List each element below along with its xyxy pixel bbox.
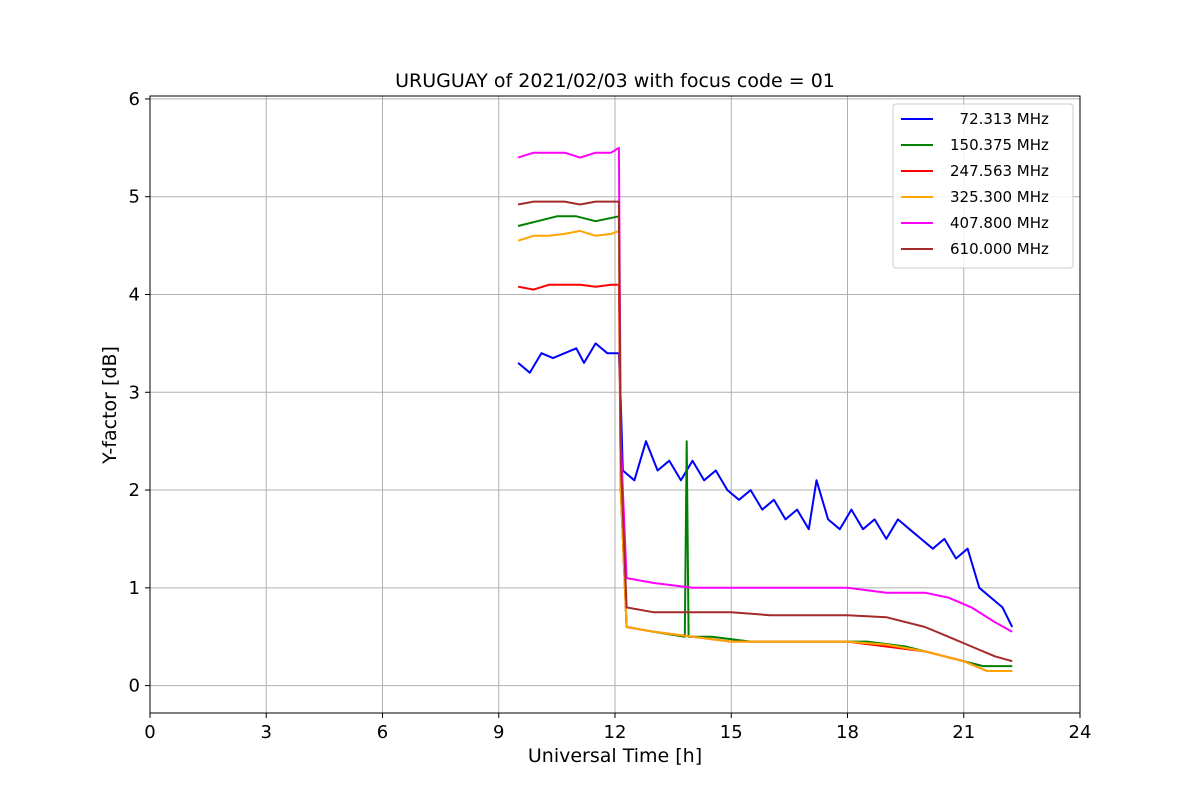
chart-title: URUGUAY of 2021/02/03 with focus code = … xyxy=(395,70,835,92)
x-tick-label: 12 xyxy=(604,722,627,743)
y-axis-title: Y-factor [dB] xyxy=(99,346,121,465)
x-tick-label: 15 xyxy=(720,722,743,743)
y-tick-label: 6 xyxy=(129,89,140,110)
x-tick-label: 24 xyxy=(1069,722,1092,743)
x-tick-label: 0 xyxy=(144,722,155,743)
legend: 72.313 MHz 150.375 MHz 247.563 MHz 325.300 … xyxy=(892,103,1074,269)
y-tick-label: 3 xyxy=(129,382,140,403)
legend-label: 325.300 MHz xyxy=(950,188,1049,206)
legend-label: 407.800 MHz xyxy=(950,214,1049,232)
legend-label: 610.000 MHz xyxy=(950,240,1049,258)
series-layer xyxy=(517,146,1014,672)
y-tick-label: 5 xyxy=(129,187,140,208)
y-tick-label: 1 xyxy=(129,578,140,599)
y-tick-label: 2 xyxy=(129,480,140,501)
x-tick-label: 21 xyxy=(952,722,975,743)
legend-label: 150.375 MHz xyxy=(950,136,1049,154)
series-line-4 xyxy=(517,146,1013,633)
series-line-5 xyxy=(517,200,1013,663)
legend-label: 72.313 MHz xyxy=(950,110,1049,128)
x-tick-label: 18 xyxy=(836,722,859,743)
y-tick-label: 4 xyxy=(129,284,140,305)
series-line-3 xyxy=(517,229,1013,672)
y-tick-label: 0 xyxy=(129,676,140,697)
x-tick-label: 9 xyxy=(493,722,504,743)
x-tick-label: 3 xyxy=(261,722,272,743)
x-axis-title: Universal Time [h] xyxy=(528,745,702,767)
legend-label: 247.563 MHz xyxy=(950,162,1049,180)
x-tick-label: 6 xyxy=(377,722,388,743)
legend-box xyxy=(892,103,1074,269)
series-line-0 xyxy=(517,342,1014,628)
